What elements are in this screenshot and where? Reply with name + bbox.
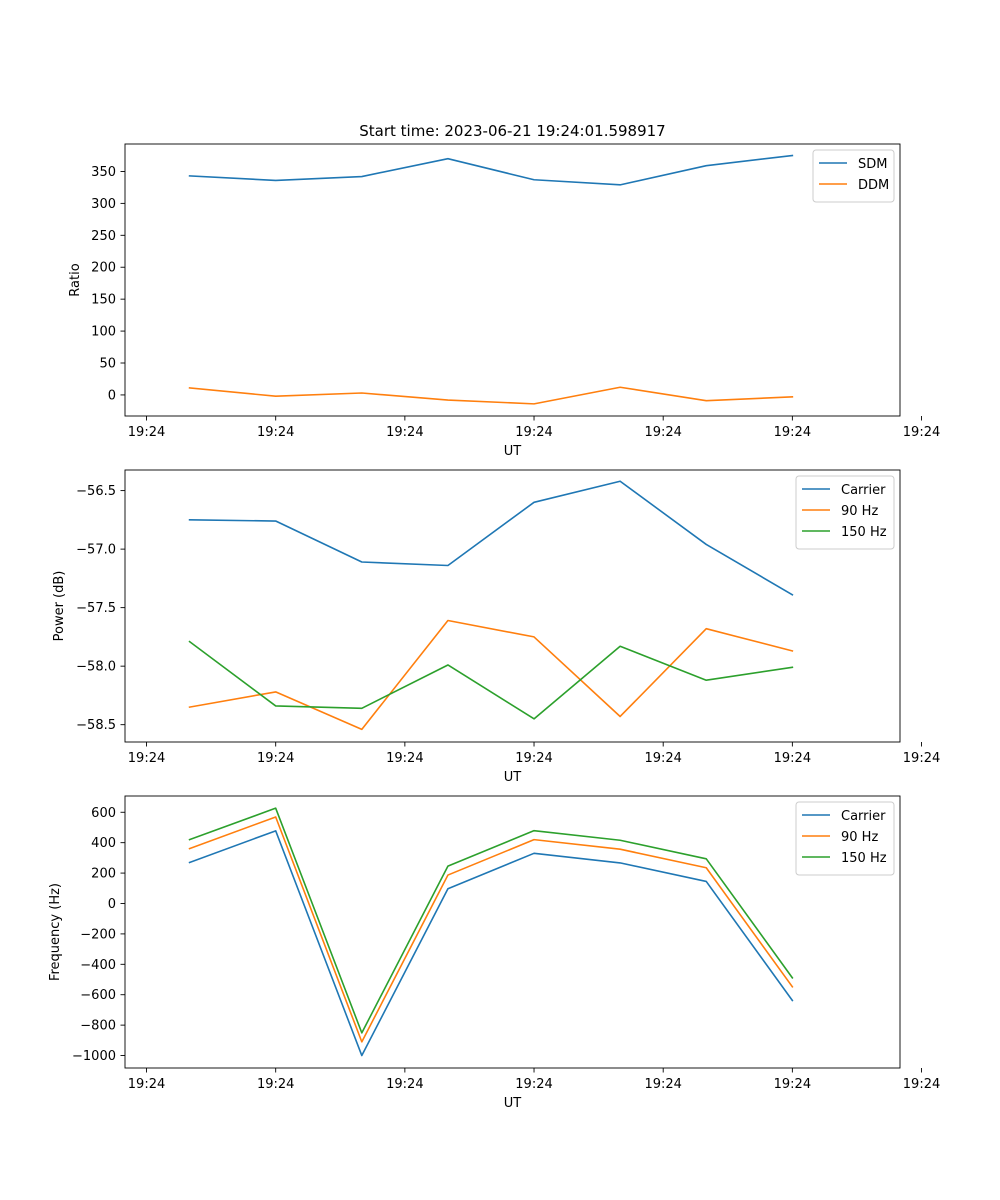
y-tick-label: 400	[91, 836, 116, 851]
ratio-series-line-sdm	[188, 154, 794, 186]
y-tick-label: −800	[80, 1019, 116, 1034]
legend-entry: Carrier	[841, 809, 886, 824]
power-subplot: 19:24 19:24 19:24 19:24 19:24 19:24 19:24 UT −58…	[52, 469, 940, 785]
x-tick-label: 19:24	[128, 751, 165, 766]
legend-entry: 150 Hz	[841, 525, 887, 540]
power-legend: Carrier 90 Hz 150 Hz	[795, 475, 895, 550]
y-tick-label: 350	[91, 165, 116, 180]
x-tick-label: 19:24	[515, 751, 552, 766]
legend-entry: DDM	[858, 178, 889, 193]
y-tick-label: 600	[91, 806, 116, 821]
y-axis-label: Frequency (Hz)	[48, 883, 63, 981]
y-tick-label: 250	[91, 229, 116, 244]
y-tick-label: 0	[108, 897, 116, 912]
x-tick-label: 19:24	[903, 1077, 940, 1092]
x-tick-label: 19:24	[128, 425, 165, 440]
x-tick-label: 19:24	[257, 751, 294, 766]
x-tick-label: 19:24	[774, 751, 811, 766]
y-tick-label: 50	[99, 357, 116, 372]
x-tick-label: 19:24	[386, 1077, 423, 1092]
x-tick-label: 19:24	[386, 751, 423, 766]
power-axes-frame	[124, 469, 901, 743]
y-tick-label: 300	[91, 197, 116, 212]
x-tick-label: 19:24	[515, 1077, 552, 1092]
y-tick-label: −58.0	[76, 660, 116, 675]
x-tick-label: 19:24	[774, 1077, 811, 1092]
x-tick-label: 19:24	[644, 1077, 681, 1092]
y-tick-label: 100	[91, 325, 116, 340]
frequency-subplot: 19:24 19:24 19:24 19:24 19:24 19:24 19:24 UT −10…	[48, 795, 940, 1111]
legend-entry: 90 Hz	[841, 830, 878, 845]
x-tick-label: 19:24	[903, 751, 940, 766]
y-tick-label: −400	[80, 958, 116, 973]
ratio-series-line-ddm	[188, 386, 794, 405]
x-tick-label: 19:24	[128, 1077, 165, 1092]
x-axis-label: UT	[504, 1096, 522, 1111]
y-axis-label: Ratio	[68, 263, 83, 296]
y-tick-label: −600	[80, 988, 116, 1003]
frequency-axes-frame	[124, 795, 901, 1069]
ratio-subplot: 19:24 19:24 19:24 19:24 19:24 19:24 19:24 UT 0 50…	[68, 143, 940, 459]
y-tick-label: 0	[108, 388, 116, 403]
x-axis-label: UT	[504, 444, 522, 459]
y-axis-label: Power (dB)	[52, 571, 67, 642]
legend-entry: 150 Hz	[841, 851, 887, 866]
x-tick-label: 19:24	[515, 425, 552, 440]
x-axis-label: UT	[504, 770, 522, 785]
frequency-legend: Carrier 90 Hz 150 Hz	[795, 801, 895, 876]
frequency-series-line-90-hz	[188, 816, 794, 1043]
y-tick-label: 200	[91, 867, 116, 882]
x-tick-label: 19:24	[644, 425, 681, 440]
power-series-line-90-hz	[188, 619, 794, 731]
x-tick-label: 19:24	[644, 751, 681, 766]
x-tick-label: 19:24	[903, 425, 940, 440]
x-tick-label: 19:24	[774, 425, 811, 440]
y-tick-label: −58.5	[76, 718, 116, 733]
y-tick-label: −57.5	[76, 601, 116, 616]
legend-entry: Carrier	[841, 483, 886, 498]
x-tick-label: 19:24	[257, 425, 294, 440]
legend-entry: 90 Hz	[841, 504, 878, 519]
power-series-line-carrier	[188, 480, 794, 596]
x-tick-label: 19:24	[257, 1077, 294, 1092]
legend-entry: SDM	[858, 157, 887, 172]
x-tick-label: 19:24	[386, 425, 423, 440]
ratio-axes-frame	[124, 143, 901, 417]
ratio-legend: SDM DDM	[812, 149, 895, 203]
frequency-series-line-150-hz	[188, 807, 794, 1034]
frequency-series-line-carrier	[188, 830, 794, 1057]
power-series-line-150-hz	[188, 640, 794, 720]
y-tick-label: −56.5	[76, 484, 116, 499]
y-tick-label: −57.0	[76, 543, 116, 558]
figure-title: Start time: 2023-06-21 19:24:01.598917	[359, 122, 665, 140]
y-tick-label: 200	[91, 261, 116, 276]
y-tick-label: 150	[91, 293, 116, 308]
y-tick-label: −1000	[72, 1049, 116, 1064]
y-tick-label: −200	[80, 927, 116, 942]
